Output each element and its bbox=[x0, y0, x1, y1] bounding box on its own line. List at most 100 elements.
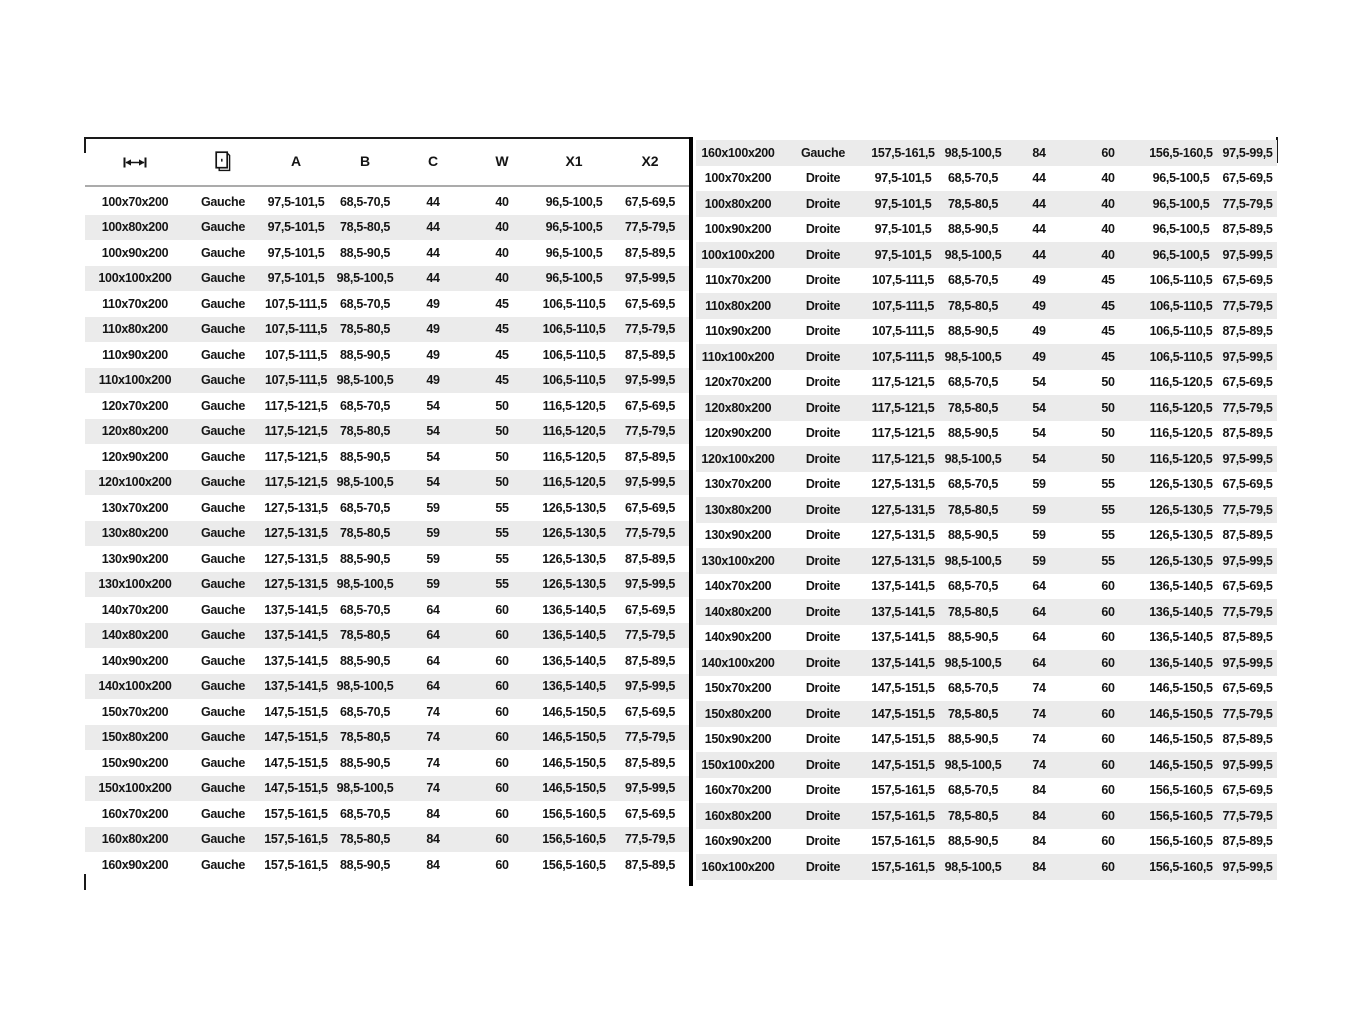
side-cell: Gauche bbox=[200, 577, 246, 592]
a-cell: 107,5-111,5 bbox=[871, 273, 935, 288]
door-icon bbox=[215, 150, 231, 171]
side-cell: Gauche bbox=[200, 373, 246, 388]
a-cell: 157,5-161,5 bbox=[871, 145, 935, 160]
x2-cell: 97,5-99,5 bbox=[1222, 349, 1273, 364]
b-cell: 98,5-100,5 bbox=[944, 247, 1002, 262]
size-cell: 120x70x200 bbox=[101, 398, 169, 413]
x2-cell: 77,5-79,5 bbox=[1222, 604, 1273, 619]
w-cell: 60 bbox=[1101, 757, 1115, 772]
size-cell: 160x90x200 bbox=[704, 834, 772, 849]
x1-cell: 96,5-100,5 bbox=[1152, 171, 1210, 186]
x1-cell: 106,5-110,5 bbox=[1149, 273, 1213, 288]
size-cell: 110x80x200 bbox=[705, 298, 771, 313]
w-cell: 60 bbox=[495, 857, 509, 872]
b-cell: 68,5-70,5 bbox=[947, 681, 999, 696]
side-cell: Droite bbox=[805, 732, 841, 747]
x1-cell: 136,5-140,5 bbox=[1149, 630, 1213, 645]
w-cell: 60 bbox=[1101, 706, 1115, 721]
c-cell: 54 bbox=[426, 475, 440, 490]
c-cell: 49 bbox=[426, 373, 440, 388]
x1-cell: 116,5-120,5 bbox=[542, 424, 606, 439]
droite-table-body: 160x100x200 Gauche 157,5-161,5 98,5-100,5 84… bbox=[696, 140, 1277, 880]
b-cell: 88,5-90,5 bbox=[947, 834, 999, 849]
w-cell: 55 bbox=[495, 551, 509, 566]
x1-cell: 136,5-140,5 bbox=[542, 653, 606, 668]
c-cell: 44 bbox=[426, 194, 440, 209]
side-cell: Droite bbox=[805, 324, 841, 339]
x1-cell: 96,5-100,5 bbox=[545, 271, 603, 286]
a-cell: 117,5-121,5 bbox=[264, 398, 328, 413]
c-cell: 84 bbox=[426, 806, 440, 821]
size-cell: 160x90x200 bbox=[101, 857, 169, 872]
size-cell: 130x100x200 bbox=[701, 553, 775, 568]
x2-cell: 87,5-89,5 bbox=[1222, 732, 1273, 747]
side-cell: Droite bbox=[805, 451, 841, 466]
c-cell: 74 bbox=[1032, 732, 1046, 747]
x1-cell: 116,5-120,5 bbox=[542, 475, 606, 490]
size-cell: 160x70x200 bbox=[101, 806, 169, 821]
table-row: 140x70x200 Gauche 137,5-141,5 68,5-70,5 64 60… bbox=[85, 597, 689, 623]
c-cell: 59 bbox=[426, 577, 440, 592]
droite-table: 160x100x200 Gauche 157,5-161,5 98,5-100,5 84… bbox=[696, 140, 1277, 880]
c-cell: 49 bbox=[426, 296, 440, 311]
a-cell: 97,5-101,5 bbox=[267, 194, 325, 209]
size-cell: 130x70x200 bbox=[101, 500, 169, 515]
b-cell: 88,5-90,5 bbox=[339, 857, 391, 872]
x1-cell: 146,5-150,5 bbox=[542, 704, 606, 719]
b-cell: 78,5-80,5 bbox=[339, 730, 391, 745]
a-cell: 127,5-131,5 bbox=[264, 577, 328, 592]
table-row: 120x70x200 Droite 117,5-121,5 68,5-70,5 54 50… bbox=[696, 370, 1277, 396]
w-cell: 60 bbox=[1101, 145, 1115, 160]
table-row: 160x100x200 Gauche 157,5-161,5 98,5-100,5 84… bbox=[696, 140, 1277, 166]
a-cell: 117,5-121,5 bbox=[871, 400, 935, 415]
b-cell: 68,5-70,5 bbox=[339, 704, 391, 719]
a-cell: 97,5-101,5 bbox=[267, 220, 325, 235]
side-cell: Droite bbox=[805, 604, 841, 619]
side-cell: Gauche bbox=[200, 857, 246, 872]
side-cell: Gauche bbox=[200, 220, 246, 235]
x1-cell: 146,5-150,5 bbox=[542, 781, 606, 796]
w-cell: 40 bbox=[1101, 247, 1115, 262]
b-cell: 98,5-100,5 bbox=[944, 757, 1002, 772]
size-cell: 150x100x200 bbox=[98, 781, 172, 796]
side-cell: Droite bbox=[805, 859, 841, 874]
x1-cell: 116,5-120,5 bbox=[1149, 451, 1213, 466]
size-cell: 130x80x200 bbox=[704, 502, 772, 517]
x1-cell: 126,5-130,5 bbox=[542, 551, 606, 566]
w-cell: 40 bbox=[1101, 196, 1115, 211]
x1-cell: 96,5-100,5 bbox=[545, 220, 603, 235]
c-cell: 49 bbox=[426, 322, 440, 337]
c-cell: 84 bbox=[1032, 834, 1046, 849]
size-cell: 110x100x200 bbox=[98, 373, 172, 388]
side-cell: Gauche bbox=[200, 296, 246, 311]
side-cell: Droite bbox=[805, 502, 841, 517]
w-cell: 50 bbox=[1101, 400, 1115, 415]
c-cell: 84 bbox=[1032, 783, 1046, 798]
x1-cell: 126,5-130,5 bbox=[542, 526, 606, 541]
c-cell: 59 bbox=[426, 500, 440, 515]
w-cell: 45 bbox=[1101, 349, 1115, 364]
w-cell: 60 bbox=[1101, 859, 1115, 874]
x1-cell: 156,5-160,5 bbox=[1149, 834, 1213, 849]
x2-cell: 87,5-89,5 bbox=[1222, 834, 1273, 849]
c-cell: 64 bbox=[1032, 604, 1046, 619]
table-row: 110x90x200 Gauche 107,5-111,5 88,5-90,5 49 45… bbox=[85, 342, 689, 368]
x1-cell: 126,5-130,5 bbox=[542, 577, 606, 592]
table-row: 150x80x200 Gauche 147,5-151,5 78,5-80,5 74 60… bbox=[85, 724, 689, 750]
table-row: 130x80x200 Droite 127,5-131,5 78,5-80,5 59 55… bbox=[696, 497, 1277, 523]
side-cell: Droite bbox=[805, 706, 841, 721]
b-cell: 98,5-100,5 bbox=[944, 349, 1002, 364]
c-cell: 64 bbox=[426, 602, 440, 617]
x2-cell: 77,5-79,5 bbox=[624, 220, 676, 235]
w-cell: 50 bbox=[1101, 451, 1115, 466]
b-cell: 88,5-90,5 bbox=[339, 551, 391, 566]
b-cell: 88,5-90,5 bbox=[339, 653, 391, 668]
b-cell: 88,5-90,5 bbox=[339, 449, 391, 464]
x1-cell: 146,5-150,5 bbox=[1149, 732, 1213, 747]
x2-cell: 67,5-69,5 bbox=[1222, 477, 1273, 492]
b-cell: 88,5-90,5 bbox=[339, 347, 391, 362]
table-row: 140x70x200 Droite 137,5-141,5 68,5-70,5 64 60… bbox=[696, 574, 1277, 600]
a-cell: 127,5-131,5 bbox=[871, 528, 935, 543]
side-cell: Gauche bbox=[200, 526, 246, 541]
